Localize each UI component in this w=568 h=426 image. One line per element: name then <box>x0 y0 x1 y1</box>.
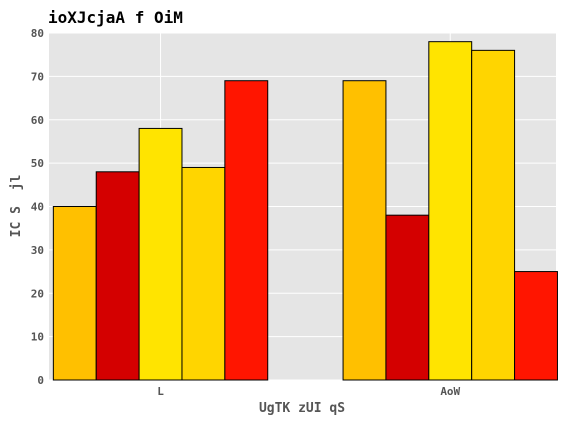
bar <box>342 80 387 381</box>
x-tick-label: L <box>157 385 164 398</box>
x-tick-labels: L AoW <box>157 385 460 398</box>
bar <box>385 214 430 381</box>
bar <box>514 271 558 381</box>
bar <box>95 171 140 381</box>
y-tick-label: 60 <box>31 114 44 127</box>
y-tick-label: 50 <box>31 157 44 170</box>
y-tick-label: 30 <box>31 244 44 257</box>
chart-title: ioXJcjaA f OiM <box>48 8 183 27</box>
bar <box>428 41 473 381</box>
bar <box>224 80 269 381</box>
bars <box>52 41 558 381</box>
y-tick-label: 20 <box>31 287 44 300</box>
bar <box>181 166 226 381</box>
y-tick-label: 0 <box>37 374 44 387</box>
x-axis-label: UgTK zUI qS <box>259 401 345 416</box>
bar <box>138 127 183 381</box>
bar <box>52 206 97 381</box>
y-tick-label: 70 <box>31 70 44 83</box>
bar <box>471 49 516 381</box>
y-tick-label: 80 <box>31 27 44 40</box>
y-axis-label: IC S jl <box>9 175 24 238</box>
y-tick-label: 40 <box>31 201 44 214</box>
y-tick-label: 10 <box>31 331 44 344</box>
y-tick-labels: 0 10 20 30 40 50 60 70 80 <box>31 27 44 387</box>
x-tick-label: AoW <box>440 385 460 398</box>
